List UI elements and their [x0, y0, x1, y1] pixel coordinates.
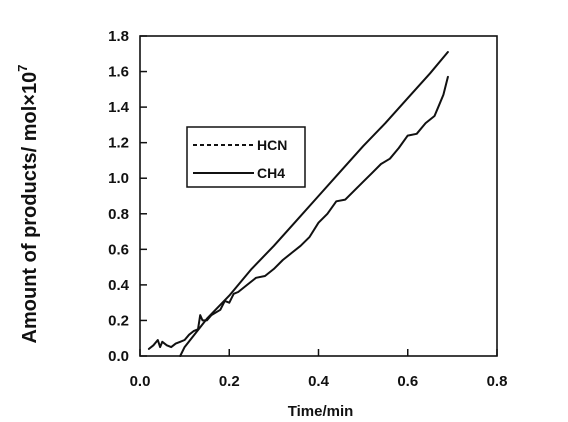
y-tick-label: 1.4: [108, 99, 130, 116]
series-layer: [147, 51, 449, 357]
y-axis-title: Amount of products/ mol×107: [15, 65, 41, 344]
x-tick-label: 0.4: [308, 373, 330, 390]
legend: HCN CH4: [186, 126, 306, 188]
x-tick-label: 0.8: [487, 373, 508, 390]
x-tick-label: 0.6: [397, 373, 418, 390]
y-tick-label: 0.0: [108, 348, 129, 365]
y-tick-label: 1.6: [108, 64, 129, 81]
series-line-hcn: [147, 75, 449, 350]
x-axis-ticks: 0.0 0.2 0.4 0.6 0.8: [130, 349, 508, 390]
x-tick-label: 0.0: [130, 373, 151, 390]
y-tick-label: 0.4: [108, 277, 130, 294]
y-tick-label: 1.8: [108, 28, 129, 45]
legend-label-ch4: CH4: [257, 165, 285, 181]
y-axis-ticks: 0.0 0.2 0.4 0.6 0.8 1.0 1.2 1.4 1.6 1.8: [108, 28, 147, 365]
y-tick-label: 0.8: [108, 206, 129, 223]
y-tick-label: 1.2: [108, 135, 129, 152]
legend-box: [186, 126, 306, 188]
x-tick-label: 0.2: [219, 373, 240, 390]
y-tick-label: 0.6: [108, 241, 129, 258]
y-tick-label: 1.0: [108, 170, 129, 187]
legend-label-hcn: HCN: [257, 137, 287, 153]
series-line-ch4: [179, 51, 449, 357]
y-axis-title-exponent: 7: [15, 65, 30, 72]
x-axis-title: Time/min: [288, 403, 354, 420]
y-axis-title-main: Amount of products/ mol×10: [19, 72, 41, 344]
y-tick-label: 0.2: [108, 312, 129, 329]
